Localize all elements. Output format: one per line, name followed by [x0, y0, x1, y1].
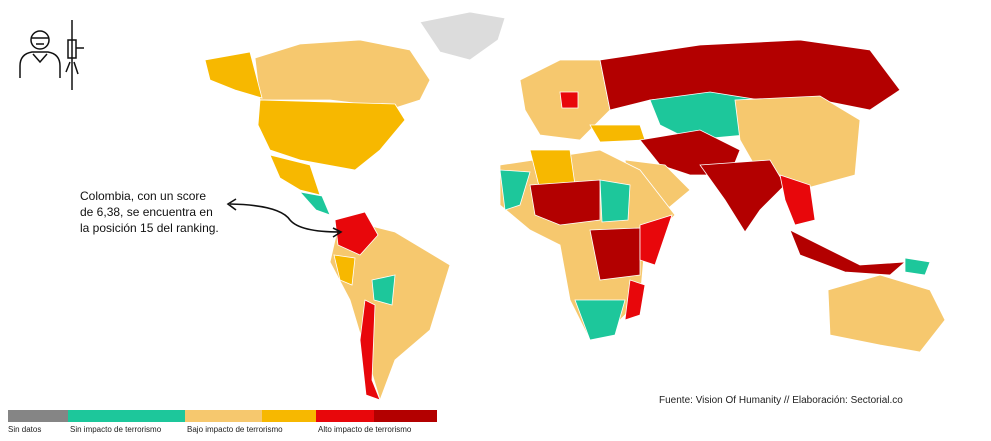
legend-label: Sin datos [8, 425, 41, 434]
legend: Sin datos Sin impacto de terrorismo Bajo i… [8, 410, 437, 434]
source: Fuente: Vision Of Humanity // Elaboració… [659, 395, 903, 406]
annotation-line: la posición 15 del ranking. [80, 221, 219, 235]
legend-label: Alto impacto de terrorismo [318, 425, 412, 434]
legend-swatch [68, 410, 185, 422]
icon [19, 20, 84, 90]
legend-label: Bajo impacto de terrorismo [187, 425, 283, 434]
world-map [204, 11, 946, 402]
legend-swatch [8, 410, 68, 422]
annotation-line: de 6,38, se encuentra en [80, 205, 213, 219]
legend-swatch [374, 410, 437, 422]
legend-swatch [262, 410, 316, 422]
annotation: Colombia, con un score de 6,38, se encuen… [80, 189, 219, 235]
legend-swatch [185, 410, 262, 422]
legend-swatch [316, 410, 374, 422]
annotation-line: Colombia, con un score [80, 189, 206, 203]
legend-label: Sin impacto de terrorismo [70, 425, 162, 434]
